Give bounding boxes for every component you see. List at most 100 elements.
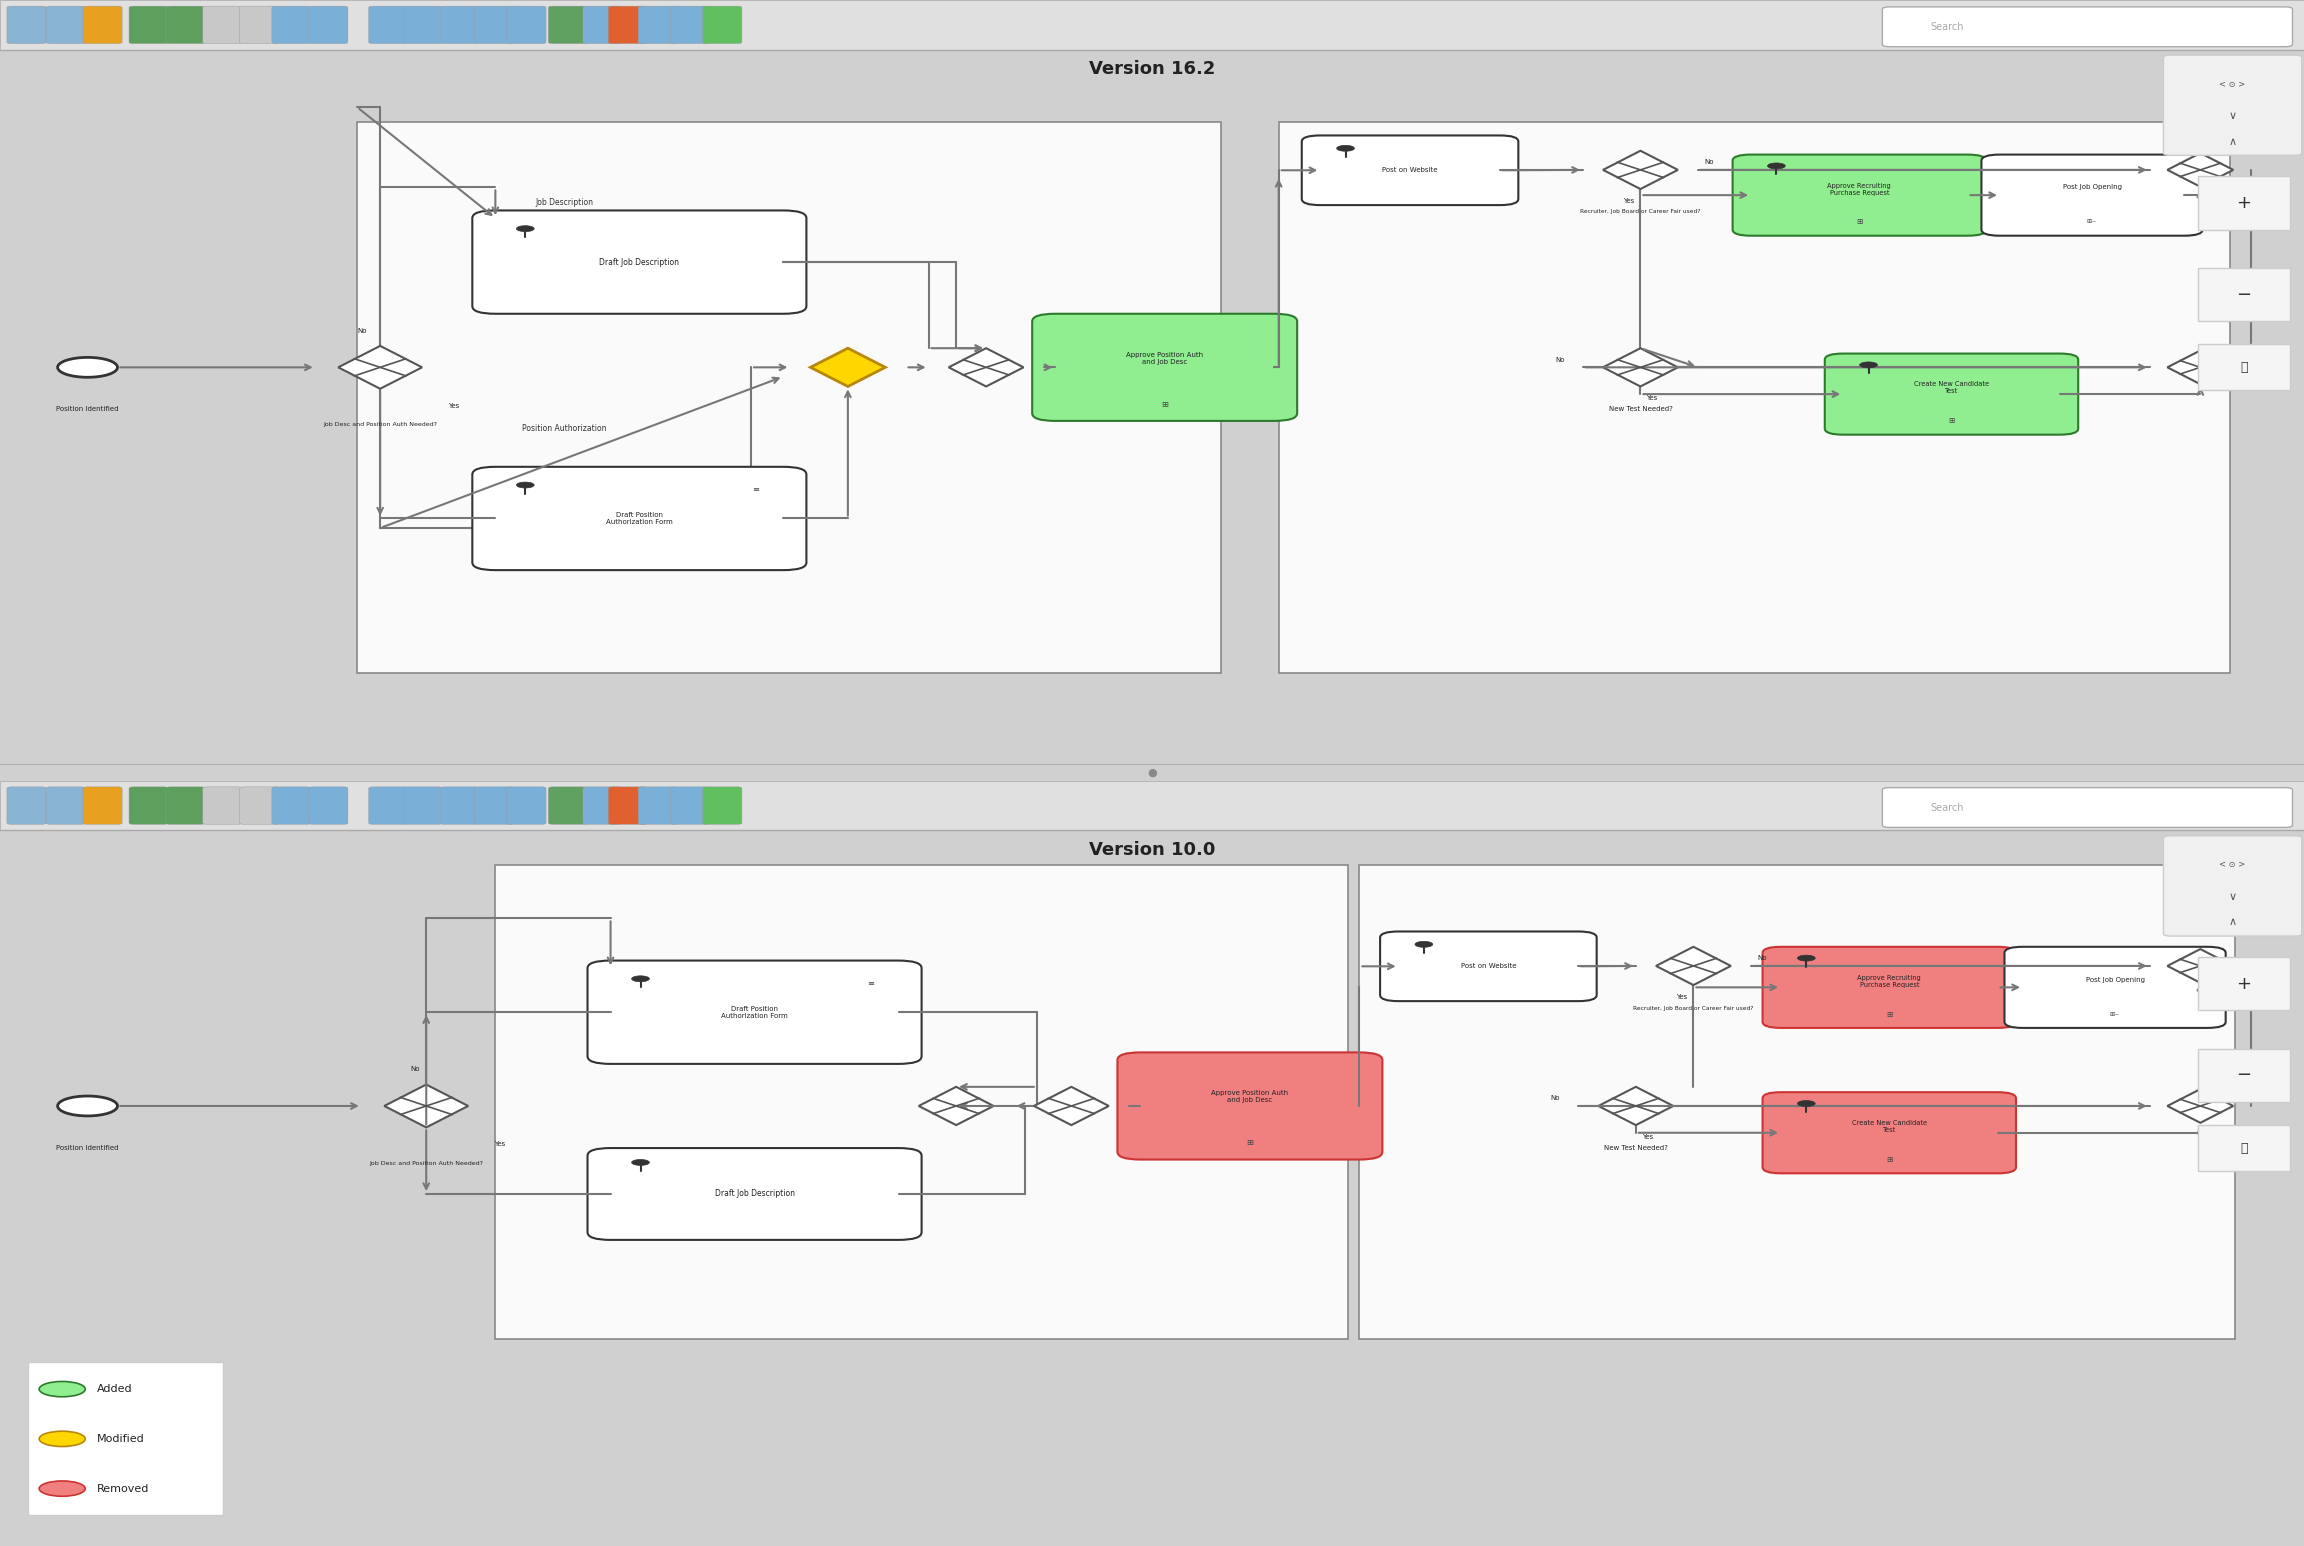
Circle shape [1767, 162, 1786, 169]
Text: Create New Candidate
Test: Create New Candidate Test [1915, 382, 1988, 394]
Text: Post Job Opening: Post Job Opening [2085, 977, 2145, 983]
FancyBboxPatch shape [588, 960, 922, 1064]
Text: No: No [410, 1067, 419, 1073]
FancyBboxPatch shape [7, 787, 46, 824]
FancyBboxPatch shape [309, 6, 348, 43]
FancyBboxPatch shape [2198, 1125, 2290, 1170]
Text: ∧: ∧ [2228, 136, 2237, 147]
Text: Position Identified: Position Identified [55, 1146, 120, 1152]
Circle shape [58, 357, 118, 377]
FancyBboxPatch shape [46, 6, 85, 43]
Text: Draft Position
Authorization Form: Draft Position Authorization Form [606, 512, 673, 526]
Text: −: − [2237, 1067, 2251, 1084]
Text: Yes: Yes [1643, 1133, 1652, 1139]
FancyBboxPatch shape [83, 787, 122, 824]
Polygon shape [919, 1087, 993, 1125]
FancyBboxPatch shape [472, 210, 806, 314]
FancyBboxPatch shape [507, 6, 546, 43]
FancyBboxPatch shape [1763, 1091, 2016, 1173]
Text: Job Desc and Position Auth Needed?: Job Desc and Position Auth Needed? [369, 1161, 484, 1166]
FancyBboxPatch shape [272, 787, 311, 824]
Text: ●: ● [1147, 768, 1157, 778]
Text: ⊞: ⊞ [1161, 399, 1168, 408]
Text: Modified: Modified [97, 1433, 145, 1444]
Text: New Test Needed?: New Test Needed? [1604, 1146, 1668, 1152]
FancyBboxPatch shape [0, 781, 2304, 830]
FancyBboxPatch shape [1380, 932, 1597, 1002]
FancyBboxPatch shape [670, 787, 710, 824]
Text: No: No [1555, 357, 1564, 363]
Text: ∨: ∨ [2228, 892, 2237, 901]
FancyBboxPatch shape [1882, 787, 2292, 827]
Text: Recruiter, Job Board or Career Fair used?: Recruiter, Job Board or Career Fair used… [1634, 1005, 1753, 1011]
FancyBboxPatch shape [1032, 314, 1297, 421]
Text: ⊞~: ⊞~ [2110, 1011, 2120, 1017]
Text: Recruiter, Job Board or Career Fair used?: Recruiter, Job Board or Career Fair used… [1581, 209, 1700, 215]
Text: ⊞~: ⊞~ [2087, 220, 2097, 224]
FancyBboxPatch shape [703, 787, 742, 824]
Text: No: No [1758, 955, 1767, 962]
FancyBboxPatch shape [0, 0, 2304, 49]
Polygon shape [1599, 1087, 1673, 1125]
FancyBboxPatch shape [440, 6, 479, 43]
Circle shape [1415, 942, 1433, 948]
Text: ⊞: ⊞ [1857, 218, 1862, 226]
FancyBboxPatch shape [7, 6, 46, 43]
FancyBboxPatch shape [46, 787, 85, 824]
Text: ⤢: ⤢ [2239, 360, 2249, 374]
FancyBboxPatch shape [1981, 155, 2203, 235]
Text: Search: Search [1931, 802, 1965, 813]
Polygon shape [1604, 348, 1677, 386]
Text: Approve Position Auth
and Job Desc: Approve Position Auth and Job Desc [1127, 351, 1203, 365]
FancyBboxPatch shape [475, 787, 514, 824]
Circle shape [58, 1096, 118, 1116]
Text: Create New Candidate
Test: Create New Candidate Test [1852, 1121, 1926, 1133]
FancyBboxPatch shape [203, 6, 242, 43]
FancyBboxPatch shape [129, 787, 168, 824]
Text: Position Authorization: Position Authorization [523, 424, 606, 433]
FancyBboxPatch shape [1359, 864, 2235, 1339]
Circle shape [516, 482, 535, 489]
Text: ⊞: ⊞ [1246, 1138, 1253, 1147]
Text: ⤢: ⤢ [2239, 1141, 2249, 1155]
FancyBboxPatch shape [2198, 345, 2290, 390]
Text: Version 16.2: Version 16.2 [1090, 60, 1214, 77]
Text: < ⊙ >: < ⊙ > [2219, 80, 2246, 88]
Polygon shape [2168, 949, 2233, 983]
Text: Search: Search [1931, 22, 1965, 32]
FancyBboxPatch shape [166, 787, 205, 824]
Text: Job Description: Job Description [535, 198, 594, 207]
Polygon shape [339, 346, 422, 388]
Text: Added: Added [97, 1384, 131, 1394]
FancyBboxPatch shape [240, 6, 279, 43]
Text: Draft Position
Authorization Form: Draft Position Authorization Form [721, 1006, 788, 1019]
FancyBboxPatch shape [129, 6, 168, 43]
Circle shape [1859, 362, 1878, 368]
Text: Yes: Yes [1624, 198, 1634, 204]
Text: Approve Recruiting
Purchase Request: Approve Recruiting Purchase Request [1857, 974, 1922, 988]
Polygon shape [2168, 153, 2233, 187]
Polygon shape [1034, 1087, 1108, 1125]
Text: +: + [2237, 974, 2251, 993]
FancyBboxPatch shape [703, 6, 742, 43]
FancyBboxPatch shape [369, 6, 408, 43]
FancyBboxPatch shape [2198, 176, 2290, 229]
Text: ⊞: ⊞ [1887, 1010, 1892, 1019]
Text: Yes: Yes [1647, 394, 1657, 400]
Text: −: − [2237, 286, 2251, 303]
FancyBboxPatch shape [1825, 354, 2078, 434]
Text: ⊞: ⊞ [1887, 1155, 1892, 1164]
Text: +: + [2237, 193, 2251, 212]
Circle shape [1797, 1101, 1816, 1107]
Circle shape [631, 1160, 650, 1166]
FancyBboxPatch shape [403, 6, 442, 43]
FancyBboxPatch shape [608, 6, 647, 43]
FancyBboxPatch shape [1733, 155, 1986, 235]
Text: Job Desc and Position Auth Needed?: Job Desc and Position Auth Needed? [323, 422, 438, 427]
FancyBboxPatch shape [403, 787, 442, 824]
FancyBboxPatch shape [1117, 1053, 1382, 1160]
Polygon shape [949, 348, 1023, 386]
Polygon shape [1657, 946, 1730, 985]
Text: Draft Job Description: Draft Job Description [599, 258, 680, 266]
FancyBboxPatch shape [638, 787, 677, 824]
